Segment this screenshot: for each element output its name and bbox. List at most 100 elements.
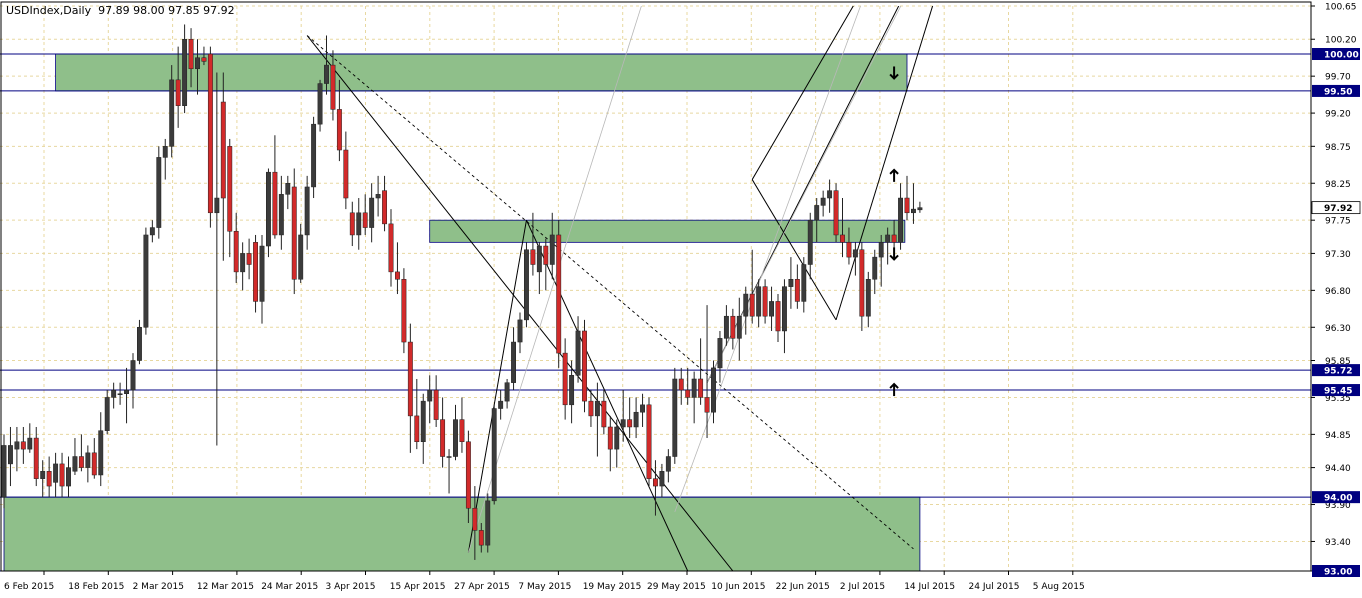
candle-body bbox=[272, 171, 278, 236]
candle bbox=[672, 367, 678, 464]
candle-body bbox=[311, 123, 317, 188]
candle bbox=[665, 449, 671, 483]
candle bbox=[246, 238, 252, 280]
candle bbox=[169, 65, 175, 158]
trendline bbox=[468, 6, 642, 553]
candle bbox=[285, 175, 291, 210]
y-tick-label: 93.40 bbox=[1325, 538, 1351, 548]
candle-body bbox=[536, 245, 542, 273]
candle-body bbox=[98, 430, 104, 476]
candle bbox=[104, 390, 110, 435]
level-price-label: 100.00 bbox=[1324, 51, 1359, 61]
candle-body bbox=[723, 315, 729, 339]
candle-body bbox=[691, 378, 697, 398]
candle bbox=[762, 279, 768, 324]
candle bbox=[575, 316, 581, 383]
level-price-label-bg bbox=[1312, 565, 1360, 577]
candle-body bbox=[169, 79, 175, 147]
arrows bbox=[889, 66, 899, 397]
x-tick-label: 24 Jul 2015 bbox=[969, 582, 1020, 592]
candle-body bbox=[220, 101, 226, 199]
y-tick-label: 98.25 bbox=[1325, 180, 1351, 190]
candle-body bbox=[117, 393, 123, 395]
candle bbox=[207, 46, 213, 228]
candle-body bbox=[459, 419, 465, 443]
candle-body bbox=[388, 223, 394, 273]
candle-body bbox=[891, 234, 897, 243]
candle-body bbox=[124, 389, 129, 394]
candle bbox=[511, 327, 517, 391]
candle-body bbox=[304, 186, 310, 236]
candle-body bbox=[188, 38, 194, 70]
x-tick-label: 18 Feb 2015 bbox=[68, 582, 124, 592]
candle-body bbox=[704, 397, 710, 413]
arrow-down-icon bbox=[889, 66, 899, 80]
candle-body bbox=[78, 456, 84, 468]
x-tick-label: 3 Apr 2015 bbox=[326, 582, 376, 592]
candle-body bbox=[491, 408, 497, 502]
candles bbox=[1, 24, 923, 560]
candle bbox=[137, 319, 142, 365]
candle-body bbox=[278, 194, 284, 236]
candle-body bbox=[330, 64, 336, 110]
candle-body bbox=[898, 197, 903, 243]
y-tick-label: 97.75 bbox=[1325, 217, 1351, 227]
candle bbox=[865, 271, 871, 328]
candle bbox=[827, 179, 833, 213]
candle-body bbox=[769, 301, 774, 317]
candle bbox=[536, 242, 542, 295]
candle bbox=[362, 194, 368, 235]
candle bbox=[852, 242, 858, 276]
candle-body bbox=[478, 530, 484, 546]
candle-body bbox=[814, 205, 820, 221]
candle-body bbox=[130, 360, 136, 391]
candle bbox=[330, 50, 336, 121]
trendline bbox=[751, 179, 837, 321]
candle-body bbox=[665, 456, 671, 472]
candle bbox=[382, 175, 388, 232]
candle bbox=[594, 382, 600, 457]
candle-body bbox=[852, 249, 858, 258]
candle-body bbox=[349, 212, 355, 236]
candle bbox=[491, 404, 497, 505]
candle bbox=[588, 390, 594, 427]
candle-body bbox=[594, 400, 600, 417]
candle bbox=[91, 438, 97, 479]
candle-body bbox=[582, 330, 587, 402]
candle-body bbox=[446, 456, 452, 458]
candle-body bbox=[433, 389, 439, 420]
y-tick-label: 98.75 bbox=[1325, 143, 1351, 153]
y-tick-label: 100.65 bbox=[1325, 3, 1357, 13]
candle-body bbox=[485, 500, 491, 546]
y-tick-label: 97.30 bbox=[1325, 250, 1351, 260]
candle bbox=[201, 46, 207, 66]
x-tick-label: 24 Mar 2015 bbox=[261, 582, 318, 592]
candle bbox=[807, 212, 813, 280]
candle-body bbox=[291, 186, 297, 280]
candle bbox=[459, 397, 465, 453]
candle bbox=[607, 415, 613, 472]
candle bbox=[356, 198, 362, 250]
candle-body bbox=[672, 378, 678, 457]
level-price-label: 95.45 bbox=[1324, 387, 1352, 397]
candle bbox=[840, 198, 845, 258]
candle-body bbox=[743, 293, 749, 317]
candle-body bbox=[59, 463, 65, 487]
candle-body bbox=[801, 264, 807, 302]
candle bbox=[324, 35, 329, 95]
y-tick-label: 95.85 bbox=[1325, 357, 1351, 367]
candle-body bbox=[530, 249, 536, 265]
candle-body bbox=[104, 397, 110, 431]
candle bbox=[214, 72, 220, 446]
candle-body bbox=[859, 249, 865, 317]
candle bbox=[498, 390, 504, 420]
candle bbox=[124, 367, 129, 424]
candle-body bbox=[182, 38, 188, 106]
candle-body bbox=[20, 441, 26, 450]
candle-body bbox=[285, 183, 291, 195]
trendline bbox=[306, 35, 914, 550]
x-tick-label: 14 Jul 2015 bbox=[904, 582, 955, 592]
level-price-label-bg bbox=[1312, 84, 1360, 97]
candle bbox=[8, 426, 13, 487]
